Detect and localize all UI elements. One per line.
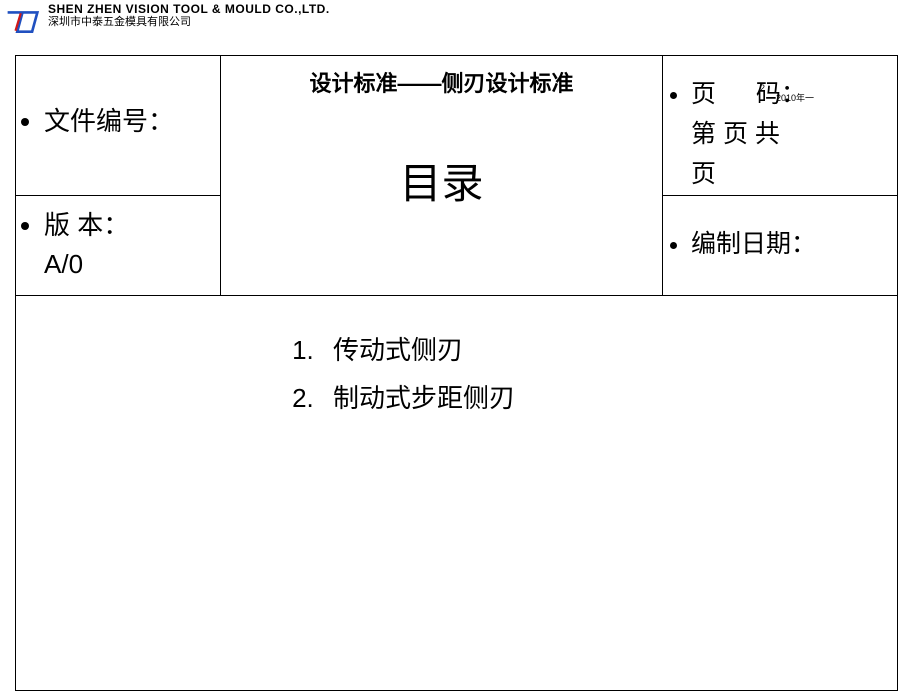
company-header: SHEN ZHEN VISION TOOL & MOULD CO.,LTD. 深… [5, 2, 330, 36]
file-number-cell: 文件编号： [16, 56, 221, 196]
toc-item: 传动式侧刃 [321, 326, 897, 374]
compile-date-label: 编制日期： [691, 224, 897, 260]
document-title: 设计标准——侧刃设计标准 [221, 66, 662, 98]
content-cell: 传动式侧刃 制动式步距侧刃 [16, 296, 898, 691]
version-value: A/0 [44, 245, 220, 284]
title-cell: 设计标准——侧刃设计标准 目录 [221, 56, 663, 296]
page-info-cell: 页 码： 第 页 共 页 [663, 56, 898, 196]
document-frame-table: 文件编号： 设计标准——侧刃设计标准 目录 页 码： 第 页 共 页 版 本： … [15, 55, 898, 691]
compile-date-cell: 编制日期： [663, 196, 898, 296]
version-cell: 版 本： A/0 [16, 196, 221, 296]
company-name-english: SHEN ZHEN VISION TOOL & MOULD CO.,LTD. [48, 2, 330, 16]
file-number-label: 文件编号： [44, 101, 220, 138]
company-name-block: SHEN ZHEN VISION TOOL & MOULD CO.,LTD. 深… [48, 2, 330, 30]
toc-list: 传动式侧刃 制动式步距侧刃 [321, 326, 897, 422]
version-label: 版 本： A/0 [44, 206, 220, 284]
company-name-chinese: 深圳市中泰五金模具有限公司 [48, 16, 330, 29]
company-logo [5, 8, 40, 36]
toc-heading: 目录 [221, 150, 662, 211]
page-label: 页 码： 第 页 共 页 [691, 74, 897, 194]
toc-item: 制动式步距侧刃 [321, 374, 897, 422]
